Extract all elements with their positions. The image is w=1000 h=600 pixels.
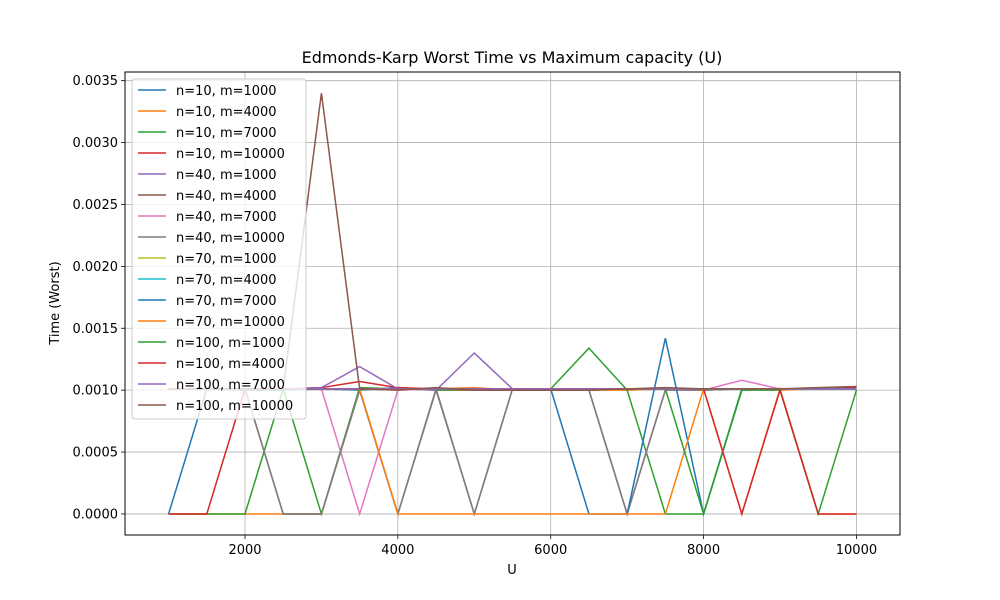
- legend-label: n=40, m=4000: [176, 189, 277, 204]
- x-axis: 2000 4000 6000 8000 10000: [228, 535, 877, 558]
- x-tick-label: 10000: [836, 543, 877, 558]
- x-tick-label: 6000: [534, 543, 567, 558]
- legend-label: n=40, m=7000: [176, 210, 277, 225]
- legend-label: n=10, m=7000: [176, 126, 277, 141]
- y-tick-label: 0.0025: [73, 198, 119, 213]
- y-tick-label: 0.0030: [73, 136, 119, 151]
- legend-label: n=10, m=10000: [176, 147, 285, 162]
- legend-label: n=40, m=10000: [176, 231, 285, 246]
- legend-label: n=70, m=7000: [176, 294, 277, 309]
- legend-label: n=100, m=10000: [176, 399, 293, 414]
- legend: n=10, m=1000 n=10, m=4000 n=10, m=7000 n=10…: [131, 78, 307, 420]
- x-tick-label: 2000: [228, 543, 261, 558]
- y-tick-label: 0.0020: [73, 260, 119, 275]
- y-tick-label: 0.0010: [73, 384, 119, 399]
- legend-label: n=100, m=4000: [176, 357, 285, 372]
- legend-label: n=70, m=4000: [176, 273, 277, 288]
- y-tick-label: 0.0035: [73, 74, 119, 89]
- x-axis-label: U: [507, 563, 517, 578]
- legend-label: n=100, m=1000: [176, 336, 285, 351]
- y-axis: 0.0000 0.0005 0.0010 0.0015 0.0020 0.0025 0.00…: [73, 74, 125, 522]
- y-tick-label: 0.0000: [73, 507, 119, 522]
- legend-box: [131, 78, 307, 420]
- legend-label: n=100, m=7000: [176, 378, 285, 393]
- legend-label: n=70, m=10000: [176, 315, 285, 330]
- x-tick-label: 8000: [687, 543, 720, 558]
- y-tick-label: 0.0015: [73, 322, 119, 337]
- plot-frame: [124, 71, 901, 536]
- y-tick-label: 0.0005: [73, 446, 119, 461]
- legend-label: n=70, m=1000: [176, 252, 277, 267]
- legend-label: n=10, m=4000: [176, 105, 277, 120]
- legend-label: n=40, m=1000: [176, 168, 277, 183]
- y-axis-label: Time (Worst): [48, 261, 63, 345]
- chart-title: Edmonds-Karp Worst Time vs Maximum capac…: [302, 48, 723, 67]
- x-tick-label: 4000: [381, 543, 414, 558]
- legend-label: n=10, m=1000: [176, 84, 277, 99]
